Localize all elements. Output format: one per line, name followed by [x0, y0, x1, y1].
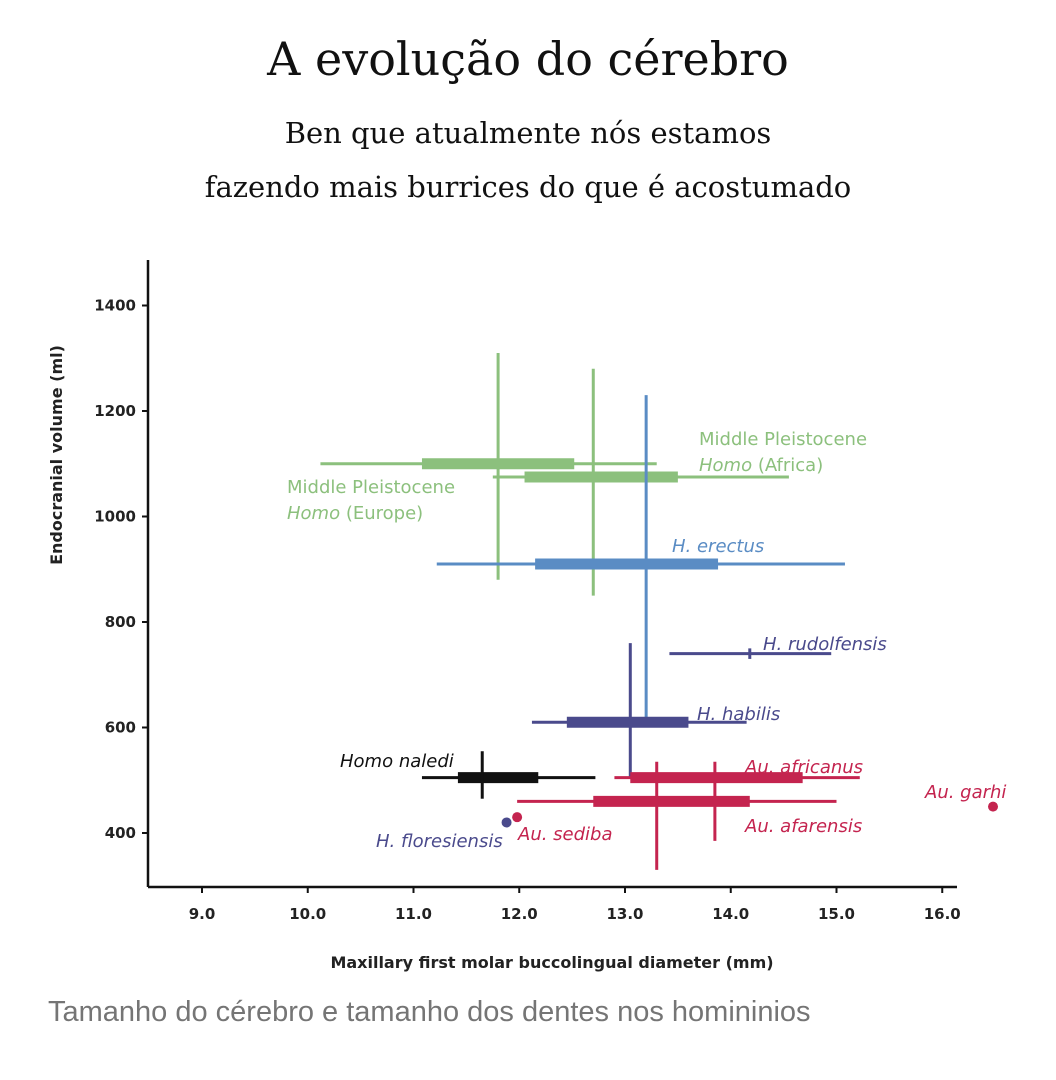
x-axis-label: Maxillary first molar buccolingual diame…	[330, 953, 773, 972]
x-tick-label: 14.0	[712, 905, 749, 923]
y-tick-label: 1200	[94, 402, 136, 420]
series-label-middle-pleistocene: Middle Pleistocene	[699, 429, 867, 450]
y-tick-label: 1000	[94, 508, 136, 526]
series-label-au-africanus: Au. africanus	[744, 757, 863, 778]
point-h-floresiensis	[501, 817, 512, 828]
series-label-au-garhi: Au. garhi	[924, 782, 1006, 803]
series-label-h-habilis: H. habilis	[697, 704, 780, 725]
x-tick-label: 15.0	[818, 905, 855, 923]
series-label-homo-naledi: Homo naledi	[340, 751, 454, 772]
x-tick-label: 10.0	[289, 905, 326, 923]
y-tick-label: 600	[105, 719, 136, 737]
chart-labels: Middle Pleistocene Homo (Europe) Middle Pl…	[287, 429, 1006, 852]
subtitle-line-1: Ben que atualmente nós estamos	[284, 116, 772, 150]
y-tick-label: 800	[105, 613, 136, 631]
figure-caption: Tamanho do cérebro e tamanho dos dentes …	[48, 996, 811, 1028]
series-label-middle-pleistocene-region: Homo (Africa)	[699, 455, 823, 476]
point-au-sediba	[512, 812, 523, 823]
y-tick-label: 400	[105, 824, 136, 842]
point-au-garhi	[988, 801, 999, 812]
page-title: A evolução do cérebro	[267, 32, 789, 86]
chart-marks	[320, 352, 999, 870]
genus-label: Homo	[287, 503, 346, 524]
x-tick-label: 11.0	[395, 905, 432, 923]
x-tick-label: 13.0	[606, 905, 643, 923]
region-label: (Europe)	[346, 503, 423, 524]
x-tick-label: 9.0	[189, 905, 216, 923]
x-tick-label: 12.0	[501, 905, 538, 923]
series-label-h-erectus: H. erectus	[672, 536, 764, 557]
series-label-h-rudolfensis: H. rudolfensis	[763, 634, 887, 655]
series-label-au-sediba: Au. sediba	[517, 824, 613, 845]
series-label-au-afarensis: Au. afarensis	[744, 816, 862, 837]
series-label-middle-pleistocene: Middle Pleistocene	[287, 477, 455, 498]
subtitle-line-2: fazendo mais burrices do que é acostumad…	[204, 170, 852, 204]
genus-label: Homo	[699, 455, 758, 476]
series-label-h-floresiensis: H. floresiensis	[376, 831, 503, 852]
y-axis-label: Endocranial volume (ml)	[47, 345, 66, 565]
region-label: (Africa)	[758, 455, 823, 476]
series-label-middle-pleistocene-region: Homo (Europe)	[287, 503, 423, 524]
chart-axes: 9.0 10.0 11.0 12.0 13.0 14.0 15.0 16.0 400 600 800…	[47, 260, 961, 972]
y-tick-label: 1400	[94, 297, 136, 315]
x-tick-label: 16.0	[924, 905, 961, 923]
scatter-chart: 9.0 10.0 11.0 12.0 13.0 14.0 15.0 16.0 400 600 800…	[47, 260, 1006, 972]
